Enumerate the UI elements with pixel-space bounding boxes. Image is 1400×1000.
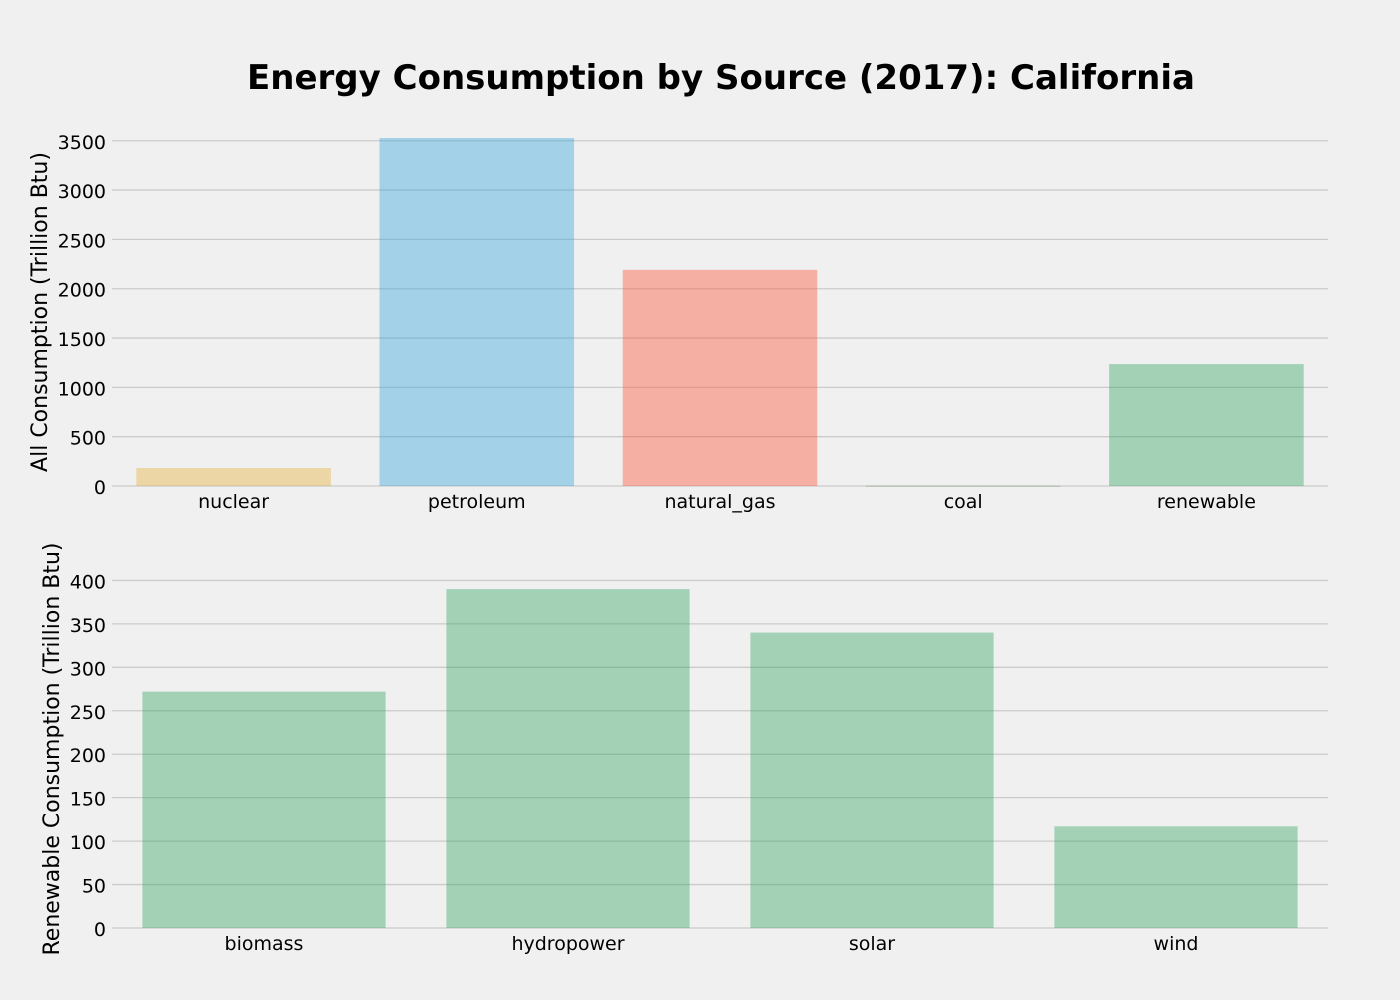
y-axis-label: All Consumption (Trillion Btu): [28, 152, 53, 472]
y-tick-label: 50: [82, 876, 106, 898]
bar-nuclear: [136, 468, 331, 486]
x-tick-label: nuclear: [198, 491, 269, 513]
bar-biomass: [142, 691, 386, 928]
y-tick-label: 350: [70, 615, 106, 637]
y-tick-label: 0: [94, 477, 106, 499]
y-tick-label: 250: [70, 702, 106, 724]
y-tick-label: 0: [94, 919, 106, 941]
bar-coal: [865, 485, 1061, 487]
bar-renewable: [1109, 364, 1304, 486]
x-tick-label: hydropower: [511, 933, 624, 955]
y-tick-label: 200: [70, 745, 106, 767]
x-tick-label: natural_gas: [664, 491, 775, 513]
y-tick-label: 500: [70, 428, 106, 450]
y-tick-label: 2000: [58, 280, 106, 302]
y-tick-label: 400: [70, 571, 106, 593]
y-tick-label: 100: [70, 832, 106, 854]
y-tick-label: 1000: [58, 378, 106, 400]
bar-petroleum: [379, 138, 575, 486]
x-tick-label: coal: [944, 491, 983, 513]
bar-solar: [750, 632, 994, 928]
y-axis-label: Renewable Consumption (Trillion Btu): [40, 542, 65, 955]
y-tick-label: 3000: [58, 181, 106, 203]
chart-title: Energy Consumption by Source (2017): Cal…: [247, 58, 1195, 98]
bar-wind: [1054, 826, 1298, 928]
x-tick-label: petroleum: [428, 491, 526, 513]
y-tick-label: 150: [70, 789, 106, 811]
y-tick-label: 2500: [58, 230, 106, 252]
y-tick-label: 1500: [58, 329, 106, 351]
x-tick-label: wind: [1154, 933, 1199, 955]
bar-hydropower: [446, 589, 690, 928]
bar-natural_gas: [622, 269, 818, 486]
y-tick-label: 3500: [58, 132, 106, 154]
x-tick-label: solar: [849, 933, 895, 955]
y-tick-label: 300: [70, 658, 106, 680]
x-tick-label: renewable: [1157, 491, 1256, 513]
x-tick-label: biomass: [225, 933, 304, 955]
